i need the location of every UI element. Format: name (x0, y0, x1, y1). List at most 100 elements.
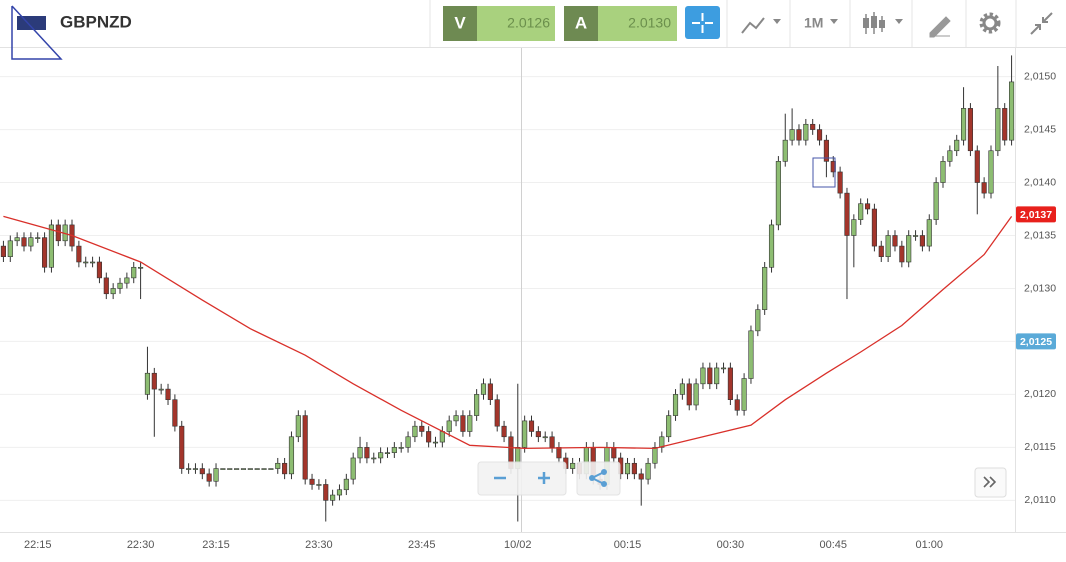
candle-body (199, 468, 205, 475)
candle-body (323, 484, 329, 501)
candle-body (0, 245, 6, 257)
candle-body (240, 468, 247, 470)
candle-body (76, 245, 82, 263)
candle-body (933, 182, 939, 220)
candle-body (549, 436, 555, 448)
x-tick-label: 01:00 (916, 539, 944, 551)
crosshair-icon (692, 13, 713, 33)
candle-body (1002, 108, 1008, 141)
settings-icon[interactable] (979, 12, 1001, 34)
scroll-end-icon (983, 476, 997, 488)
bid-price-box[interactable] (477, 6, 555, 41)
candles (0, 55, 1015, 522)
candle-body (295, 415, 301, 438)
zoom-in[interactable] (538, 472, 550, 484)
candle-body (28, 237, 34, 247)
candle-body (672, 394, 679, 416)
share-button[interactable] (576, 461, 621, 496)
candle-body (288, 436, 295, 475)
candle-body (179, 425, 185, 469)
candle-body (35, 237, 41, 239)
candle-body (213, 468, 219, 482)
candle-body (535, 431, 541, 438)
candle-body (206, 473, 212, 482)
candle-body (961, 108, 967, 141)
candle-body (398, 447, 404, 449)
y-tick-label: 2,0145 (1024, 123, 1056, 135)
candle-body (432, 441, 439, 444)
interval[interactable]: 1M (804, 15, 823, 31)
candle-body (954, 139, 960, 152)
candle-body (995, 108, 1001, 152)
ask-label-box[interactable] (564, 6, 598, 41)
candle-body (83, 261, 89, 264)
candle-body (789, 129, 795, 141)
y-tick-label: 2,0110 (1024, 494, 1055, 506)
candle-body (631, 462, 637, 475)
candle-body (693, 383, 699, 406)
moving-average (3, 215, 1013, 450)
y-tick-label: 2,0140 (1024, 176, 1056, 188)
share-dot (601, 469, 607, 475)
candle-body (878, 245, 884, 257)
candle-body (981, 182, 987, 194)
candle-body (364, 447, 370, 459)
candle-body (282, 462, 288, 475)
candle-body (124, 277, 130, 284)
draw-icon[interactable] (929, 16, 951, 38)
candle-body (357, 447, 363, 459)
dropdown-arrow (773, 19, 781, 24)
candle-body (741, 378, 747, 411)
collapse-icon[interactable] (1030, 12, 1053, 35)
zoom-panel (477, 461, 567, 496)
candle-body (55, 224, 61, 242)
candle-body (810, 123, 816, 130)
candle-body (110, 288, 116, 295)
dropdown-arrow (830, 19, 838, 24)
candle-body (275, 462, 281, 469)
candle-body (261, 468, 267, 470)
candle-body (96, 261, 103, 279)
share-dot (601, 481, 607, 487)
candle-body (522, 420, 528, 448)
candle-body (775, 161, 781, 226)
candle-body (384, 452, 391, 454)
candle-icon (863, 18, 869, 28)
candle-body (816, 129, 823, 141)
candle-body (912, 235, 919, 237)
candle-body (885, 235, 891, 257)
candle-body (686, 383, 692, 406)
candle-icon (879, 20, 885, 28)
candle-body (528, 420, 535, 432)
candle-body (42, 237, 48, 268)
candle-body (645, 462, 651, 480)
candle-body (330, 494, 336, 501)
candle-body (14, 237, 20, 242)
ask-price-box[interactable] (598, 6, 677, 41)
y-tick-label: 2,0130 (1024, 282, 1056, 294)
chart-type-icon[interactable] (741, 17, 765, 34)
crosshair-button[interactable] (685, 6, 720, 39)
candle-body (899, 245, 905, 263)
candle-body (439, 431, 445, 443)
scroll-end-button[interactable] (974, 467, 1007, 498)
dropdown-arrow (895, 19, 903, 24)
x-tick-label: 22:15 (24, 539, 52, 551)
candle-body (474, 394, 480, 416)
bid-label-box[interactable] (443, 6, 477, 41)
candle-body (570, 462, 576, 469)
candle-body (858, 203, 864, 220)
candle-body (247, 468, 253, 470)
x-tick-label: 10/02 (504, 539, 532, 551)
candle-body (611, 447, 617, 459)
candle-body (227, 468, 233, 470)
candle-body (460, 415, 466, 432)
candle-body (419, 425, 425, 432)
candle-body (864, 203, 871, 210)
x-tick-label: 00:30 (717, 539, 745, 551)
selection-triangle (11, 5, 63, 60)
candle-body (494, 399, 500, 427)
candle-body (782, 139, 788, 162)
bid-label: V (454, 13, 466, 32)
